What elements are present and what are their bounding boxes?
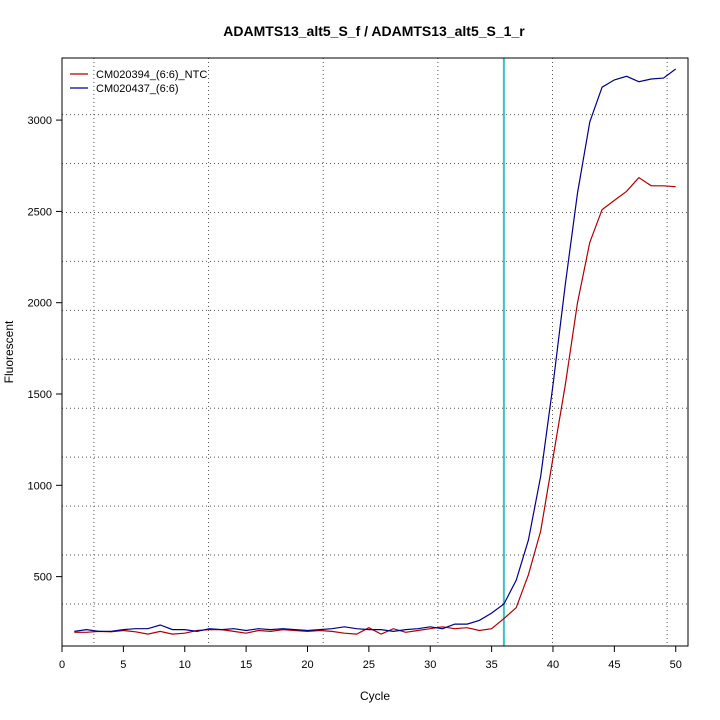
x-tick-label: 10: [179, 659, 191, 671]
series-line-1: [74, 176, 676, 635]
x-tick-label: 45: [608, 659, 620, 671]
series-lines: [74, 68, 677, 635]
x-tick-label: 50: [670, 659, 682, 671]
grid: [62, 58, 688, 646]
x-axis: 0 5 10 15 20 25 30 35 40 45 50: [59, 646, 682, 671]
x-tick-label: 5: [120, 659, 126, 671]
plot-frame: [61, 57, 689, 647]
series-line-2: [74, 68, 677, 633]
x-tick-label: 40: [547, 659, 559, 671]
y-tick-label: 2500: [28, 206, 52, 218]
x-tick-label: 30: [424, 659, 436, 671]
y-tick-label: 500: [34, 572, 52, 584]
legend-label: CM020394_(6:6)_NTC: [96, 69, 207, 81]
y-tick-label: 1000: [28, 480, 52, 492]
chart-title: ADAMTS13_alt5_S_f / ADAMTS13_alt5_S_1_r: [223, 23, 525, 39]
x-tick-label: 25: [363, 659, 375, 671]
y-tick-label: 1500: [28, 389, 52, 401]
legend-label: CM020437_(6:6): [96, 83, 179, 95]
y-axis-label: Fluorescent: [2, 320, 16, 383]
legend: CM020394_(6:6)_NTC CM020437_(6:6): [70, 69, 207, 95]
y-tick-label: 2000: [28, 298, 52, 310]
x-tick-label: 15: [240, 659, 252, 671]
x-tick-label: 0: [59, 659, 65, 671]
y-tick-label: 3000: [28, 115, 52, 127]
y-axis: 500 1000 1500 2000 2500 3000: [28, 115, 62, 584]
x-tick-label: 35: [485, 659, 497, 671]
x-tick-label: 20: [301, 659, 313, 671]
x-axis-label: Cycle: [360, 689, 390, 703]
